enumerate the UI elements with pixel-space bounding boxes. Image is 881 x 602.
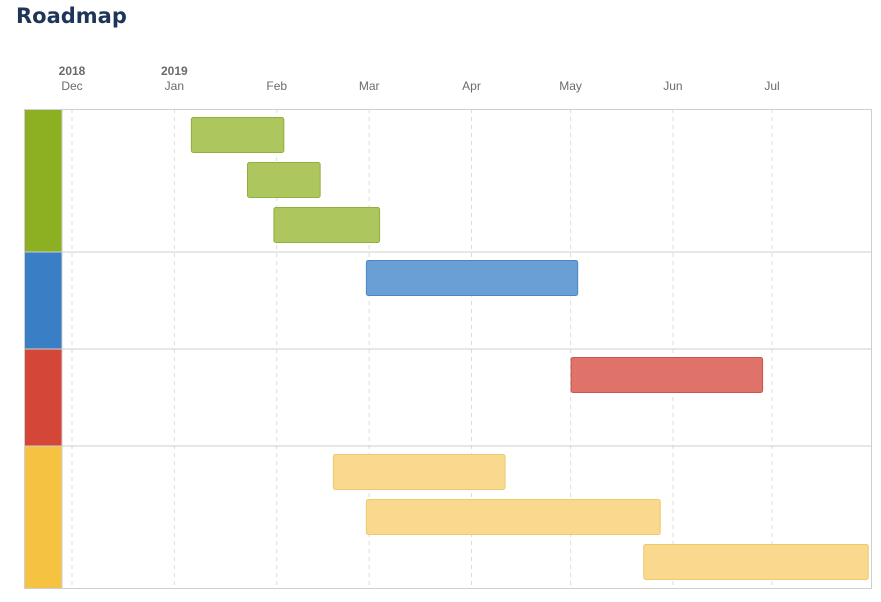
group-color-bar — [24, 252, 62, 349]
task-bar[interactable] — [273, 207, 381, 243]
chart-frame — [24, 109, 872, 589]
month-tick-label: Jan — [165, 79, 184, 93]
month-tick-label: Jul — [764, 79, 779, 93]
month-tick-label: Feb — [266, 79, 287, 93]
task-bar[interactable] — [570, 357, 764, 393]
plot-border — [24, 109, 872, 589]
group-color-bar — [24, 349, 62, 446]
month-tick-label: Jun — [663, 79, 682, 93]
task-bar[interactable] — [365, 499, 661, 535]
month-tick-label: May — [559, 79, 582, 93]
month-tick-label: Apr — [462, 79, 481, 93]
task-bar[interactable] — [365, 260, 579, 296]
year-tick-label: 2018 — [59, 64, 86, 78]
swimlanes — [24, 109, 872, 589]
page-title: Roadmap — [16, 4, 127, 28]
group-color-bar — [24, 446, 62, 589]
month-tick-label: Dec — [61, 79, 82, 93]
group-color-bar — [24, 109, 62, 252]
task-bar[interactable] — [332, 454, 506, 490]
task-bar[interactable] — [643, 544, 869, 580]
task-bars — [190, 117, 869, 580]
year-tick-label: 2019 — [161, 64, 188, 78]
task-bar[interactable] — [247, 162, 321, 198]
month-tick-label: Mar — [359, 79, 380, 93]
task-bar[interactable] — [190, 117, 285, 153]
